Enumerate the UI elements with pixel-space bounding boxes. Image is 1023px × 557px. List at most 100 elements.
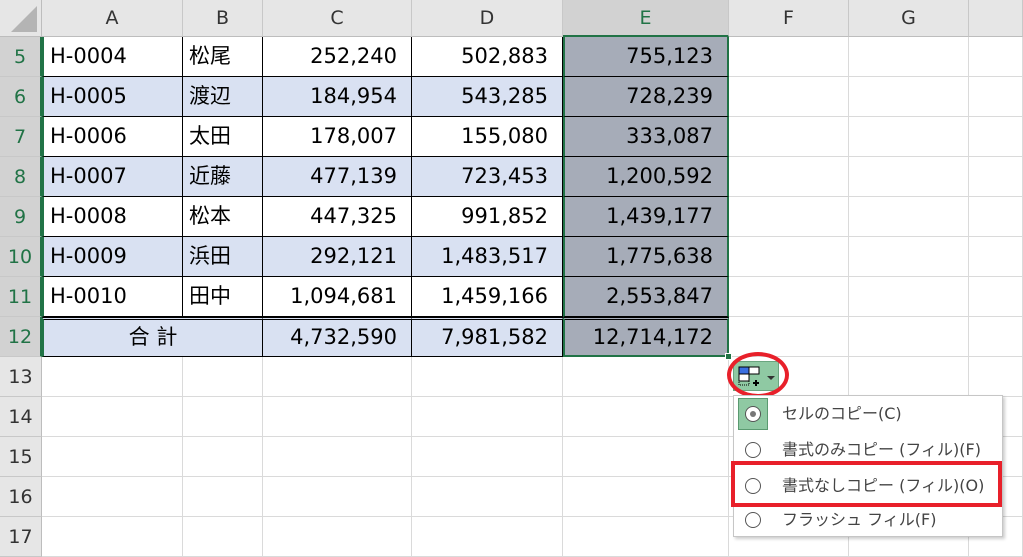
menu-item-flash-fill[interactable]: フラッシュ フィル(F) [734, 503, 1002, 537]
menu-item-fill-formatting-only[interactable]: 書式のみコピー (フィル)(F) [734, 433, 1002, 467]
cell-name[interactable]: 近藤 [183, 157, 263, 197]
grid-cell[interactable] [969, 117, 1023, 157]
grid-cell[interactable] [969, 157, 1023, 197]
cell-name[interactable]: 松尾 [183, 37, 263, 77]
row-header[interactable]: 15 [0, 437, 42, 477]
cell-d[interactable]: 155,080 [412, 117, 563, 157]
grid-cell[interactable] [729, 277, 849, 317]
cell-name[interactable]: 渡辺 [183, 77, 263, 117]
row-header[interactable]: 12 [0, 317, 42, 357]
cell-c[interactable]: 447,325 [263, 197, 412, 237]
select-all-corner[interactable] [0, 0, 42, 37]
cell-e[interactable]: 1,200,592 [563, 157, 729, 197]
cell-c[interactable]: 178,007 [263, 117, 412, 157]
grid-cell[interactable] [42, 397, 183, 437]
grid-cell[interactable] [969, 77, 1023, 117]
fill-handle[interactable] [725, 353, 732, 360]
grid-cell[interactable] [729, 77, 849, 117]
cell-id[interactable]: H-0010 [42, 277, 183, 317]
total-d[interactable]: 7,981,582 [412, 317, 563, 357]
cell-c[interactable]: 292,121 [263, 237, 412, 277]
grid-cell[interactable] [849, 197, 969, 237]
total-c[interactable]: 4,732,590 [263, 317, 412, 357]
grid-cell[interactable] [969, 317, 1023, 357]
grid-cell[interactable] [849, 357, 969, 397]
grid-cell[interactable] [849, 77, 969, 117]
cell-e[interactable]: 728,239 [563, 77, 729, 117]
grid-cell[interactable] [729, 197, 849, 237]
grid-cell[interactable] [183, 397, 263, 437]
grid-cell[interactable] [969, 237, 1023, 277]
row-header[interactable]: 16 [0, 477, 42, 517]
grid-cell[interactable] [969, 197, 1023, 237]
row-header[interactable]: 9 [0, 197, 42, 237]
row-header[interactable]: 5 [0, 37, 42, 77]
column-header-c[interactable]: C [263, 0, 412, 37]
grid-cell[interactable] [563, 397, 729, 437]
cell-name[interactable]: 浜田 [183, 237, 263, 277]
cell-d[interactable]: 543,285 [412, 77, 563, 117]
grid-cell[interactable] [563, 477, 729, 517]
grid-cell[interactable] [563, 517, 729, 557]
cell-c[interactable]: 477,139 [263, 157, 412, 197]
column-header-b[interactable]: B [183, 0, 263, 37]
menu-item-copy-cells[interactable]: セルのコピー(C) [734, 397, 1002, 431]
cell-id[interactable]: H-0008 [42, 197, 183, 237]
cell-e[interactable]: 333,087 [563, 117, 729, 157]
grid-cell[interactable] [183, 517, 263, 557]
cell-d[interactable]: 1,459,166 [412, 277, 563, 317]
grid-cell[interactable] [729, 117, 849, 157]
cell-name[interactable]: 太田 [183, 117, 263, 157]
grid-cell[interactable] [849, 157, 969, 197]
cell-name[interactable]: 田中 [183, 277, 263, 317]
grid-cell[interactable] [849, 37, 969, 77]
total-label-cell[interactable]: 合 計 [42, 317, 263, 357]
column-header-f[interactable]: F [729, 0, 849, 37]
cell-id[interactable]: H-0006 [42, 117, 183, 157]
row-header[interactable]: 13 [0, 357, 42, 397]
grid-cell[interactable] [849, 277, 969, 317]
grid-cell[interactable] [42, 437, 183, 477]
grid-cell[interactable] [183, 477, 263, 517]
cell-d[interactable]: 502,883 [412, 37, 563, 77]
menu-item-fill-without-formatting[interactable]: 書式なしコピー (フィル)(O) [734, 469, 1002, 503]
grid-cell[interactable] [729, 157, 849, 197]
grid-cell[interactable] [183, 437, 263, 477]
column-header-g[interactable]: G [849, 0, 969, 37]
grid-cell[interactable] [183, 357, 263, 397]
cell-e[interactable]: 1,775,638 [563, 237, 729, 277]
grid-cell[interactable] [42, 357, 183, 397]
grid-cell[interactable] [263, 517, 412, 557]
grid-cell[interactable] [729, 317, 849, 357]
cell-c[interactable]: 252,240 [263, 37, 412, 77]
grid-cell[interactable] [849, 317, 969, 357]
cell-c[interactable]: 1,094,681 [263, 277, 412, 317]
cell-name[interactable]: 松本 [183, 197, 263, 237]
row-header[interactable]: 11 [0, 277, 42, 317]
grid-cell[interactable] [263, 437, 412, 477]
grid-cell[interactable] [412, 357, 563, 397]
total-e[interactable]: 12,714,172 [563, 317, 729, 357]
row-header[interactable]: 7 [0, 117, 42, 157]
column-header-e[interactable]: E [563, 0, 729, 37]
grid-cell[interactable] [563, 357, 729, 397]
cell-d[interactable]: 723,453 [412, 157, 563, 197]
cell-d[interactable]: 991,852 [412, 197, 563, 237]
cell-e[interactable]: 755,123 [563, 37, 729, 77]
grid-cell[interactable] [263, 357, 412, 397]
column-header-d[interactable]: D [412, 0, 563, 37]
cell-id[interactable]: H-0007 [42, 157, 183, 197]
grid-cell[interactable] [969, 37, 1023, 77]
grid-cell[interactable] [849, 117, 969, 157]
grid-cell[interactable] [263, 477, 412, 517]
grid-cell[interactable] [969, 277, 1023, 317]
column-header-a[interactable]: A [42, 0, 183, 37]
row-header[interactable]: 6 [0, 77, 42, 117]
cell-e[interactable]: 2,553,847 [563, 277, 729, 317]
grid-cell[interactable] [729, 237, 849, 277]
grid-cell[interactable] [412, 477, 563, 517]
grid-cell[interactable] [263, 397, 412, 437]
cell-id[interactable]: H-0005 [42, 77, 183, 117]
grid-cell[interactable] [412, 517, 563, 557]
cell-c[interactable]: 184,954 [263, 77, 412, 117]
